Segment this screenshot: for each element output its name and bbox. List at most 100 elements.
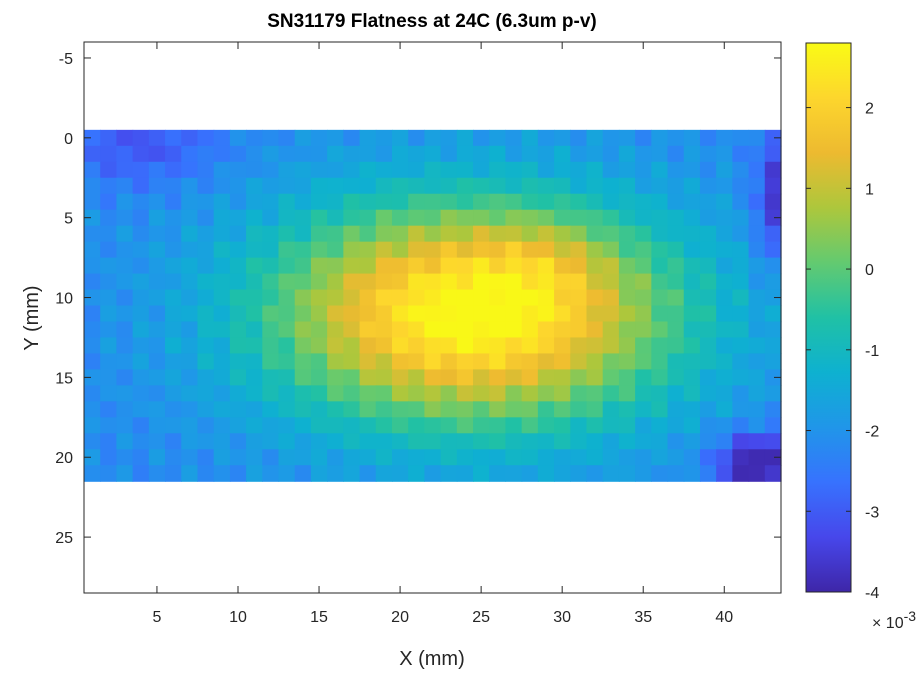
heatmap-cell bbox=[148, 305, 166, 323]
heatmap-cell bbox=[554, 337, 571, 355]
heatmap-cell bbox=[570, 433, 588, 450]
heatmap-cell bbox=[440, 449, 458, 466]
heatmap-cell bbox=[310, 385, 328, 402]
heatmap-cell bbox=[521, 225, 539, 243]
heatmap-cell bbox=[424, 145, 442, 163]
heatmap-cell bbox=[408, 193, 425, 211]
heatmap-cell bbox=[278, 289, 296, 307]
heatmap-cell bbox=[667, 129, 685, 147]
heatmap-cell bbox=[391, 257, 409, 275]
heatmap-cell bbox=[473, 321, 490, 339]
heatmap-cell bbox=[100, 449, 118, 466]
heatmap-cell bbox=[310, 161, 328, 179]
heatmap-cell bbox=[618, 273, 636, 291]
heatmap-cell bbox=[618, 465, 636, 482]
heatmap-cell bbox=[570, 273, 588, 291]
y-tick-label: 15 bbox=[55, 370, 73, 387]
heatmap-cell bbox=[521, 193, 539, 211]
heatmap-cell bbox=[537, 241, 555, 259]
heatmap-cell bbox=[586, 257, 604, 275]
heatmap-cell bbox=[343, 257, 361, 275]
heatmap-cell bbox=[537, 177, 555, 195]
x-tick-label: 5 bbox=[152, 609, 161, 626]
heatmap-cell bbox=[84, 433, 101, 450]
heatmap-cell bbox=[116, 193, 134, 211]
heatmap-cell bbox=[181, 401, 199, 418]
heatmap-cell bbox=[440, 241, 458, 259]
heatmap-cell bbox=[716, 225, 733, 243]
heatmap-cell bbox=[489, 321, 507, 339]
heatmap-cell bbox=[635, 321, 652, 339]
heatmap-cell bbox=[489, 145, 507, 163]
heatmap-cell bbox=[181, 369, 199, 386]
x-tick-label: 25 bbox=[472, 609, 490, 626]
colorbar-gradient bbox=[806, 43, 851, 592]
x-tick-label: 30 bbox=[553, 609, 571, 626]
heatmap-cell bbox=[165, 225, 182, 243]
heatmap-cell bbox=[359, 321, 377, 339]
heatmap-cell bbox=[505, 257, 523, 275]
heatmap-cell bbox=[375, 129, 393, 147]
heatmap-cell bbox=[651, 145, 669, 163]
heatmap-cell bbox=[764, 465, 782, 482]
heatmap-cell bbox=[602, 177, 620, 195]
heatmap-cell bbox=[391, 401, 409, 418]
heatmap-cell bbox=[521, 337, 539, 355]
heatmap-cell bbox=[165, 417, 182, 434]
heatmap-cell bbox=[213, 321, 231, 339]
heatmap-cell bbox=[440, 321, 458, 339]
heatmap-cell bbox=[229, 193, 247, 211]
heatmap-cell bbox=[473, 209, 490, 227]
heatmap-cell bbox=[343, 321, 361, 339]
heatmap-cell bbox=[683, 289, 701, 307]
heatmap-cell bbox=[262, 257, 280, 275]
heatmap-cell bbox=[440, 289, 458, 307]
heatmap-cell bbox=[327, 353, 344, 370]
heatmap-cell bbox=[586, 433, 604, 450]
heatmap-cell bbox=[456, 289, 474, 307]
heatmap-cell bbox=[586, 337, 604, 355]
heatmap-cell bbox=[667, 433, 685, 450]
heatmap-cell bbox=[716, 321, 733, 339]
heatmap-cell bbox=[651, 161, 669, 179]
heatmap-cell bbox=[618, 289, 636, 307]
heatmap-cell bbox=[148, 321, 166, 339]
heatmap-cell bbox=[635, 417, 652, 434]
heatmap-cell bbox=[213, 289, 231, 307]
heatmap-cell bbox=[132, 433, 150, 450]
heatmap-cell bbox=[408, 369, 425, 386]
heatmap-cell bbox=[618, 225, 636, 243]
heatmap-cell bbox=[148, 129, 166, 147]
heatmap-cell bbox=[132, 209, 150, 227]
heatmap-cell bbox=[716, 177, 733, 195]
heatmap-cell bbox=[294, 353, 312, 370]
heatmap-cell bbox=[456, 385, 474, 402]
heatmap-cell bbox=[554, 161, 571, 179]
heatmap-cell bbox=[343, 449, 361, 466]
heatmap-cell bbox=[84, 289, 101, 307]
colorbar-tick-label: 1 bbox=[865, 181, 874, 198]
heatmap-cell bbox=[165, 321, 182, 339]
heatmap-cell bbox=[732, 417, 750, 434]
heatmap-cell bbox=[667, 225, 685, 243]
heatmap-cell bbox=[424, 353, 442, 370]
heatmap-cell bbox=[651, 465, 669, 482]
heatmap-cell bbox=[667, 417, 685, 434]
heatmap-cell bbox=[213, 209, 231, 227]
heatmap-cell bbox=[197, 289, 215, 307]
heatmap-cell bbox=[213, 177, 231, 195]
heatmap-cell bbox=[521, 241, 539, 259]
heatmap-cell bbox=[651, 225, 669, 243]
heatmap-cell bbox=[213, 385, 231, 402]
heatmap-cell bbox=[651, 433, 669, 450]
heatmap-cell bbox=[748, 417, 766, 434]
heatmap-cell bbox=[100, 353, 118, 370]
heatmap-cell bbox=[84, 193, 101, 211]
heatmap-cell bbox=[84, 465, 101, 482]
heatmap-cell bbox=[716, 161, 733, 179]
heatmap-cell bbox=[521, 209, 539, 227]
heatmap-cell bbox=[618, 337, 636, 355]
heatmap-cell bbox=[521, 321, 539, 339]
heatmap-cell bbox=[732, 449, 750, 466]
heatmap-cell bbox=[262, 241, 280, 259]
